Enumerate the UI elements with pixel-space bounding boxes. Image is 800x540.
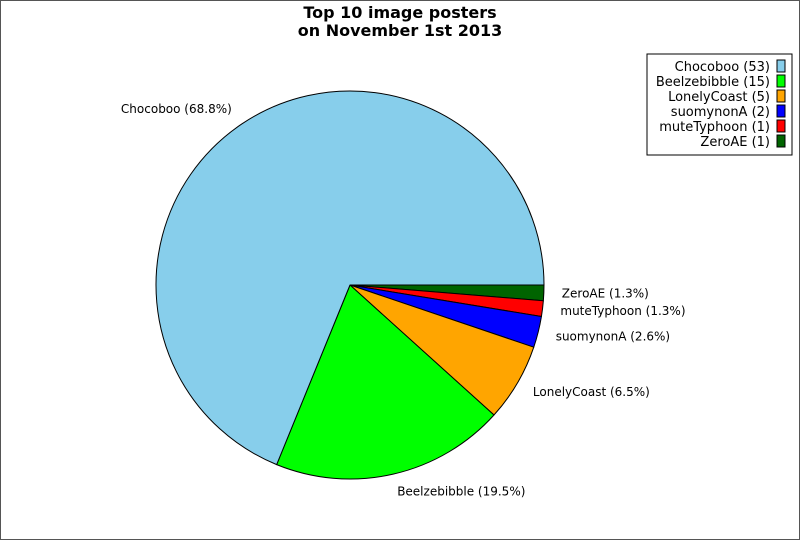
chart-title-line: Top 10 image posters [303, 3, 496, 22]
slice-label-zeroae: ZeroAE (1.3%) [562, 287, 649, 301]
slice-label-mutetyphoon: muteTyphoon (1.3%) [560, 304, 685, 318]
slice-label-suomynona: suomynonA (2.6%) [556, 329, 670, 343]
legend-swatch-lonelycoast [776, 89, 786, 103]
legend-swatch-beelzebibble [776, 74, 786, 88]
slice-labels: ZeroAE (1.3%) muteTyphoon (1.3%) suomynonA… [121, 102, 686, 499]
legend-swatch-zeroae [776, 134, 786, 148]
slice-label-chocoboo: Chocoboo (68.8%) [121, 102, 232, 116]
slice-label-lonelycoast: LonelyCoast (6.5%) [533, 385, 650, 399]
pie-slices [155, 90, 545, 480]
legend-entry-beelzebibble: Beelzebibble (15) [656, 75, 770, 90]
legend-swatch-suomynona [776, 104, 786, 118]
legend: Chocoboo (53)Beelzebibble (15)LonelyCoas… [646, 53, 793, 156]
legend-swatch-mutetyphoon [776, 119, 786, 133]
legend-entry-mutetyphoon: muteTyphoon (1) [659, 120, 770, 135]
legend-entry-suomynona: suomynonA (2) [671, 105, 770, 120]
pie-slice-beelzebibble [276, 284, 495, 480]
slice-label-beelzebibble: Beelzebibble (19.5%) [397, 485, 525, 499]
legend-swatch-chocoboo [776, 59, 786, 73]
legend-entry-chocoboo: Chocoboo (53) [675, 60, 770, 75]
pie-slice-chocoboo [155, 90, 545, 466]
chart-title-line: on November 1st 2013 [298, 21, 502, 40]
legend-box [646, 53, 793, 156]
legend-entry-zeroae: ZeroAE (1) [700, 135, 770, 150]
legend-entry-lonelycoast: LonelyCoast (5) [668, 90, 770, 105]
